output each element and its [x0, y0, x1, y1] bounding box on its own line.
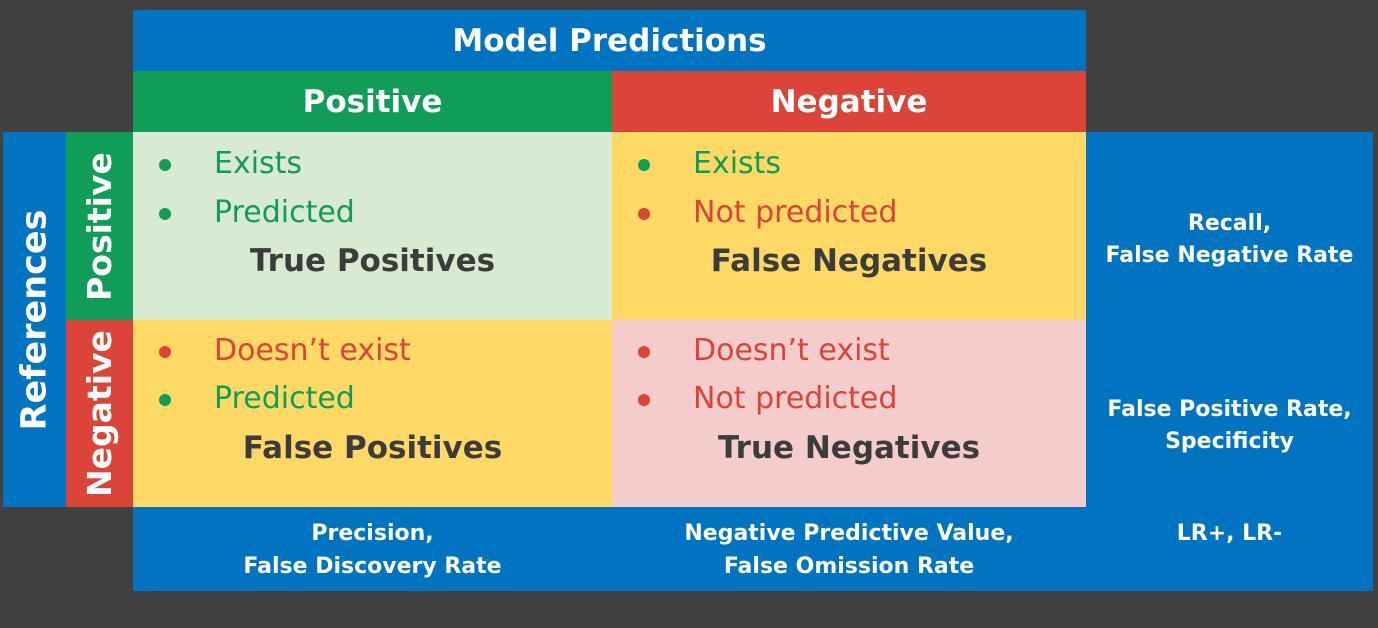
- green-bullet-icon: [159, 208, 171, 220]
- metric-precision: Precision,: [311, 521, 434, 546]
- row-metrics-negative: False Positive Rate, Specificity: [1086, 394, 1373, 458]
- metric-false-negative-rate: False Negative Rate: [1105, 243, 1354, 268]
- cell-line-2: Predicted: [214, 195, 355, 230]
- cell-true-negatives: Doesn’t exist Not predicted True Negativ…: [612, 320, 1086, 507]
- references-label: References: [14, 209, 55, 430]
- row-metrics-panel: Recall, False Negative Rate False Positi…: [1086, 132, 1373, 507]
- reference-positive-label: Positive: [80, 151, 120, 301]
- metric-false-omission-rate: False Omission Rate: [723, 554, 975, 579]
- cell-label: False Positives: [242, 430, 503, 466]
- cell-label: False Negatives: [710, 243, 988, 279]
- cell-line-2: Not predicted: [693, 195, 898, 230]
- cell-line-1: Exists: [214, 146, 303, 181]
- predicted-negative-header: Negative: [612, 71, 1086, 132]
- green-bullet-icon: [159, 394, 171, 406]
- cell-false-negatives: Exists Not predicted False Negatives: [612, 132, 1086, 320]
- row-metrics-positive: Recall, False Negative Rate: [1086, 208, 1373, 272]
- cell-false-positives: Doesn’t exist Predicted False Positives: [133, 320, 612, 507]
- column-metrics-positive: Precision, False Discovery Rate: [133, 517, 612, 583]
- red-bullet-icon: [638, 208, 650, 220]
- red-bullet-icon: [159, 346, 171, 358]
- metric-false-discovery-rate: False Discovery Rate: [243, 554, 502, 579]
- metric-false-positive-rate: False Positive Rate,: [1107, 397, 1352, 422]
- metric-recall: Recall,: [1187, 211, 1272, 236]
- model-predictions-header: Model Predictions: [133, 10, 1086, 71]
- reference-negative-label: Negative: [80, 330, 119, 497]
- reference-positive-header: Positive: [66, 132, 133, 320]
- green-bullet-icon: [159, 159, 171, 171]
- cell-line-1: Doesn’t exist: [693, 333, 890, 368]
- cell-line-2: Not predicted: [693, 381, 898, 416]
- red-bullet-icon: [638, 346, 650, 358]
- cell-label: True Negatives: [717, 430, 981, 466]
- green-bullet-icon: [638, 159, 650, 171]
- cell-line-1: Doesn’t exist: [214, 333, 411, 368]
- metric-negative-predictive-value: Negative Predictive Value,: [684, 521, 1014, 546]
- metric-likelihood-ratios: LR+, LR-: [1176, 521, 1283, 546]
- predicted-positive-header: Positive: [133, 71, 612, 132]
- metric-specificity: Specificity: [1165, 429, 1294, 454]
- cell-line-1: Exists: [693, 146, 782, 181]
- cell-true-positives: Exists Predicted True Positives: [133, 132, 612, 320]
- cell-line-2: Predicted: [214, 381, 355, 416]
- column-metrics-negative: Negative Predictive Value, False Omissio…: [612, 517, 1086, 583]
- references-header: References: [3, 132, 66, 507]
- likelihood-ratios: LR+, LR-: [1086, 517, 1373, 550]
- cell-label: True Positives: [249, 243, 496, 279]
- red-bullet-icon: [638, 394, 650, 406]
- reference-negative-header: Negative: [66, 320, 133, 507]
- column-metrics-panel: Precision, False Discovery Rate Negative…: [133, 507, 1373, 591]
